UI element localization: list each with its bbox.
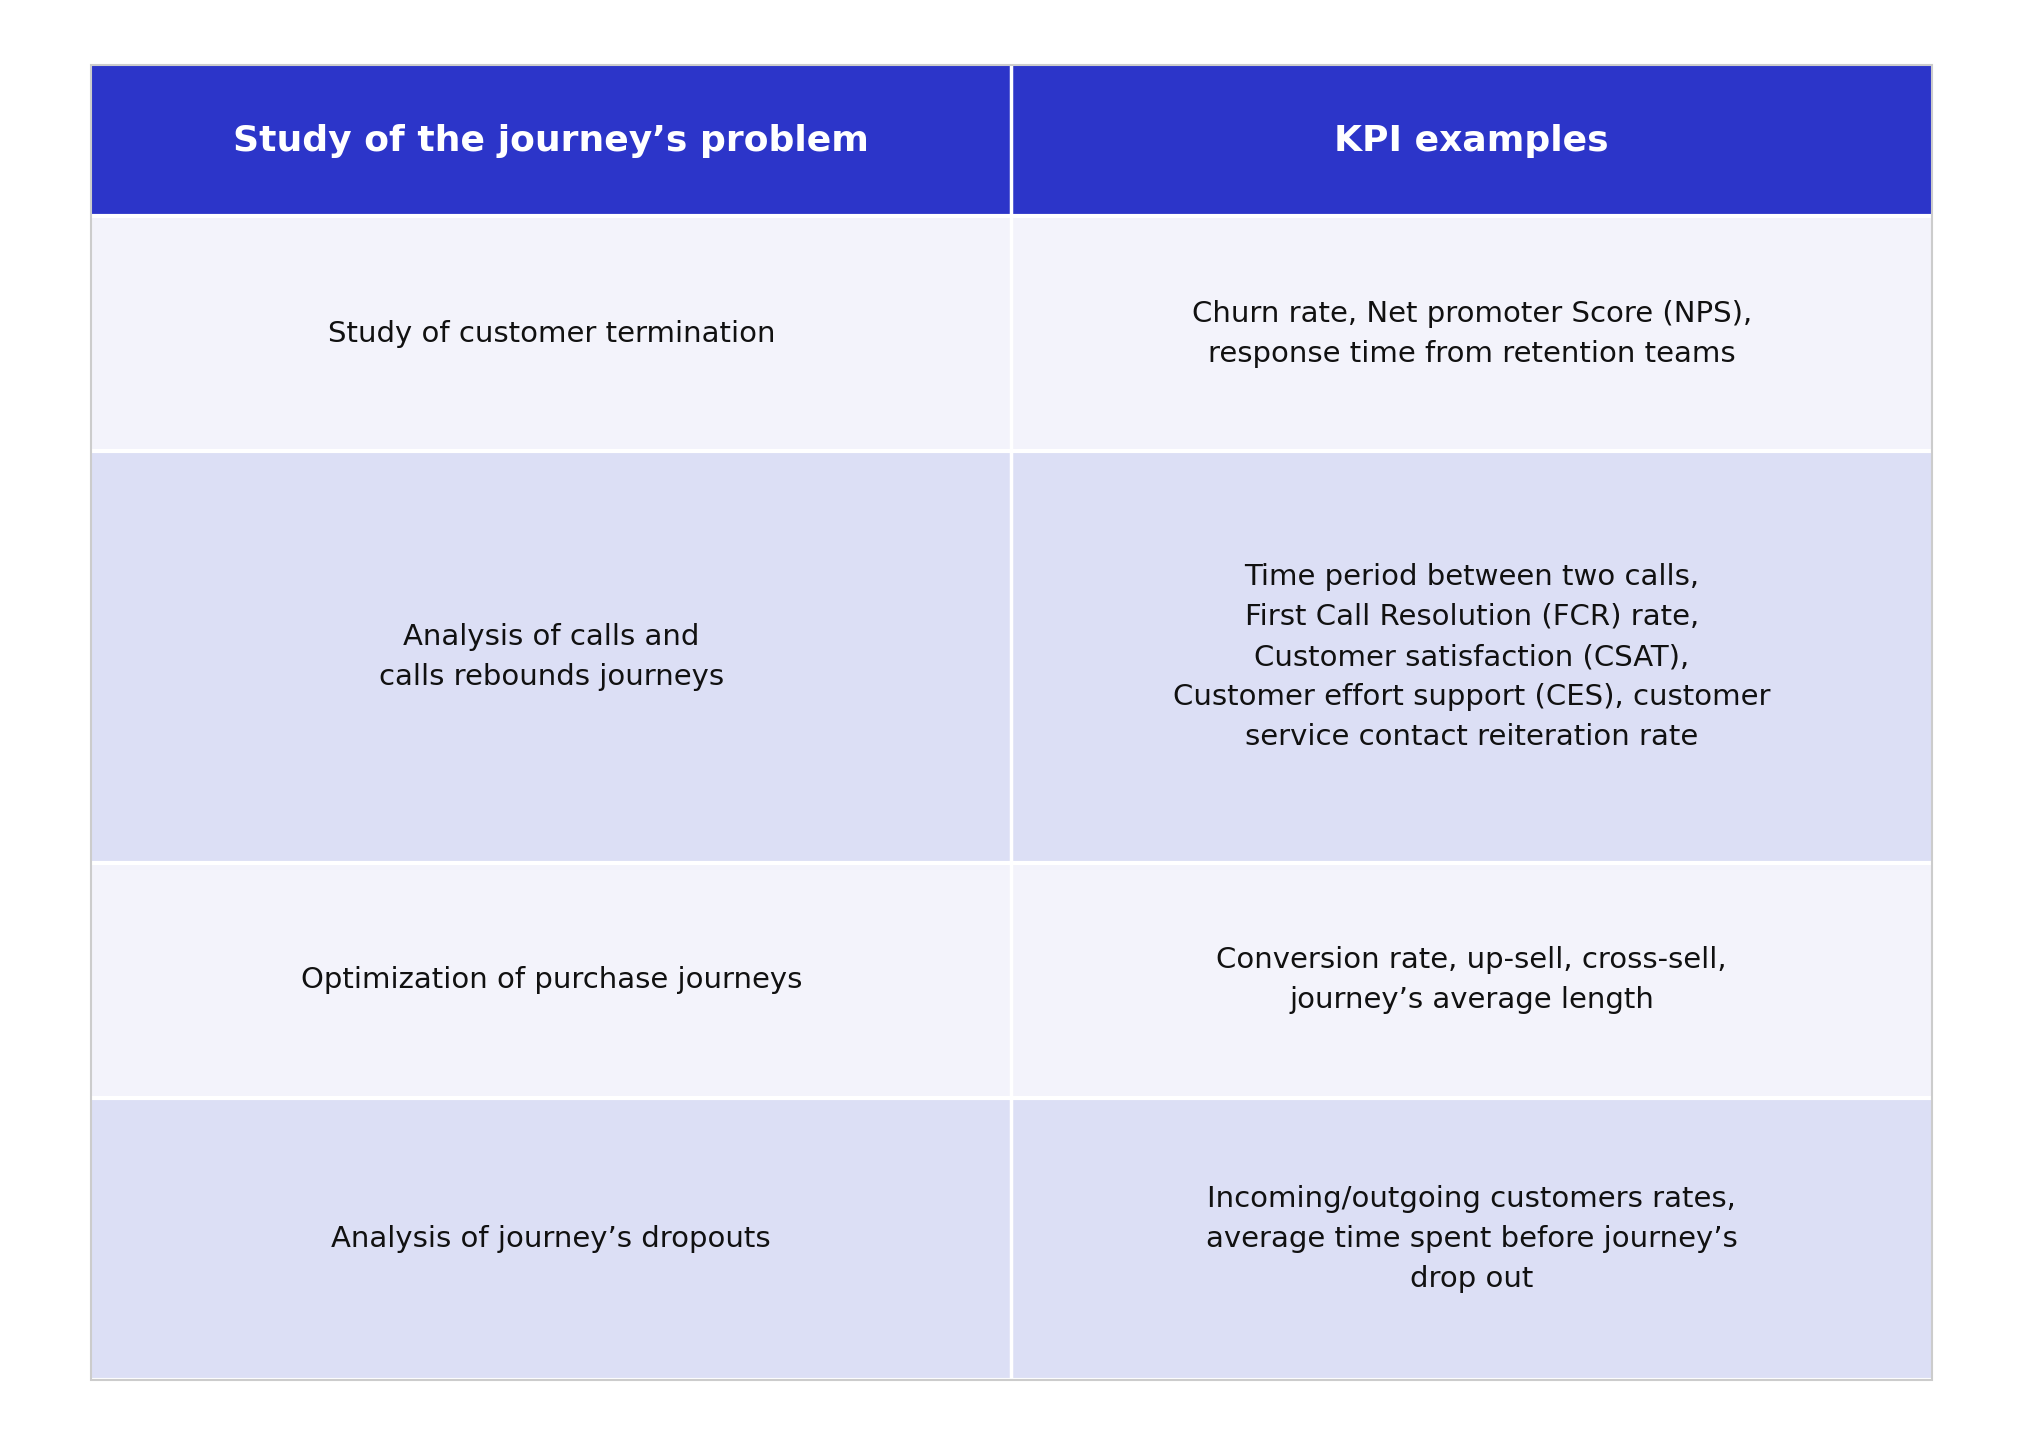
FancyBboxPatch shape xyxy=(1012,217,1932,451)
Text: Analysis of calls and
calls rebounds journeys: Analysis of calls and calls rebounds jou… xyxy=(378,623,724,691)
Text: Optimization of purchase journeys: Optimization of purchase journeys xyxy=(301,967,801,994)
Text: Study of customer termination: Study of customer termination xyxy=(328,319,775,348)
FancyBboxPatch shape xyxy=(91,863,1012,1098)
Text: Analysis of journey’s dropouts: Analysis of journey’s dropouts xyxy=(332,1225,771,1253)
Text: Churn rate, Net promoter Score (NPS),
response time from retention teams: Churn rate, Net promoter Score (NPS), re… xyxy=(1192,299,1752,368)
FancyBboxPatch shape xyxy=(91,451,1012,863)
Text: Time period between two calls,
First Call Resolution (FCR) rate,
Customer satisf: Time period between two calls, First Cal… xyxy=(1173,564,1770,751)
Text: Incoming/outgoing customers rates,
average time spent before journey’s
drop out: Incoming/outgoing customers rates, avera… xyxy=(1206,1185,1738,1293)
FancyBboxPatch shape xyxy=(1012,863,1932,1098)
FancyBboxPatch shape xyxy=(91,65,1012,217)
FancyBboxPatch shape xyxy=(1012,1098,1932,1380)
FancyBboxPatch shape xyxy=(91,217,1012,451)
FancyBboxPatch shape xyxy=(91,1098,1012,1380)
Text: Study of the journey’s problem: Study of the journey’s problem xyxy=(233,124,870,158)
Text: Conversion rate, up-sell, cross-sell,
journey’s average length: Conversion rate, up-sell, cross-sell, jo… xyxy=(1216,946,1728,1014)
FancyBboxPatch shape xyxy=(1012,65,1932,217)
Text: KPI examples: KPI examples xyxy=(1335,124,1608,158)
FancyBboxPatch shape xyxy=(1012,451,1932,863)
